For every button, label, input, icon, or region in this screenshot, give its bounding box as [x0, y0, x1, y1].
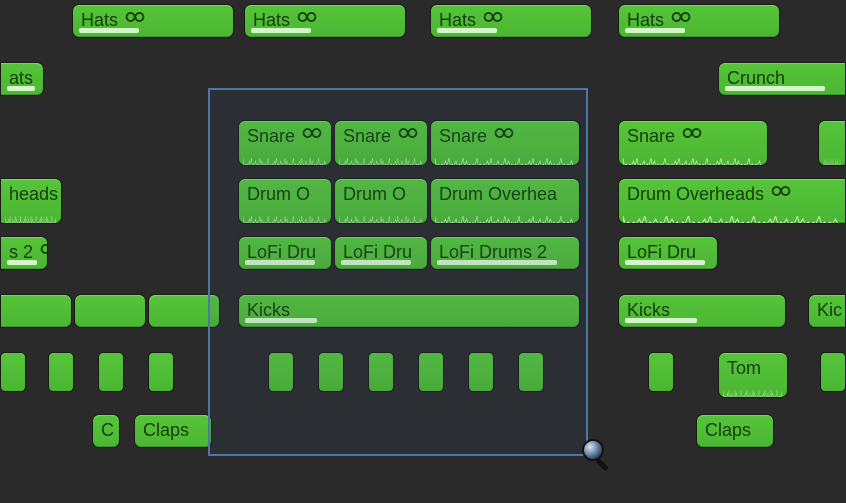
- clip-label: Snare: [627, 126, 675, 147]
- mini-clip[interactable]: [518, 352, 544, 392]
- clip-drum-a[interactable]: Drum O: [238, 178, 332, 224]
- clip-progress: [245, 318, 317, 323]
- waveform: [435, 152, 575, 162]
- clip-tom[interactable]: Tom: [718, 352, 788, 398]
- mini-clip[interactable]: [368, 352, 394, 392]
- loop-icon: [39, 242, 48, 256]
- mini-clip[interactable]: [318, 352, 344, 392]
- clip-s2-left[interactable]: s 2: [0, 236, 48, 270]
- loop-icon: [770, 184, 792, 198]
- waveform: [243, 152, 327, 162]
- clip-progress: [625, 318, 697, 323]
- clip-snare-c[interactable]: Snare: [430, 120, 580, 166]
- mini-clip[interactable]: [468, 352, 494, 392]
- clip-label: heads: [9, 184, 58, 205]
- clip-c-l1[interactable]: C: [92, 414, 120, 448]
- clip-kick-edge[interactable]: Kic: [808, 294, 846, 328]
- clip-hats-4[interactable]: Hats: [618, 4, 780, 38]
- mini-clip[interactable]: [0, 352, 26, 392]
- loop-icon: [681, 126, 703, 140]
- clip-label: Claps: [705, 420, 751, 441]
- clip-progress: [341, 260, 411, 265]
- clip-progress: [625, 28, 685, 33]
- clip-kicks-r[interactable]: Kicks: [618, 294, 786, 328]
- loop-icon: [124, 10, 146, 24]
- clip-crunch[interactable]: Crunch: [718, 62, 846, 96]
- clip-hats-3[interactable]: Hats: [430, 4, 592, 38]
- clip-lofi-c[interactable]: LoFi Drums 2: [430, 236, 580, 270]
- clip-progress: [725, 86, 825, 91]
- loop-icon: [296, 10, 318, 24]
- loop-icon: [493, 126, 515, 140]
- clip-progress: [79, 28, 139, 33]
- mini-clip[interactable]: [48, 352, 74, 392]
- clip-snare-r[interactable]: Snare: [618, 120, 768, 166]
- clip-progress: [437, 28, 497, 33]
- waveform: [723, 384, 783, 394]
- waveform: [339, 152, 423, 162]
- clip-lofi-r[interactable]: LoFi Dru: [618, 236, 718, 270]
- mini-clip[interactable]: [418, 352, 444, 392]
- mini-clip[interactable]: [820, 352, 846, 392]
- loop-icon: [670, 10, 692, 24]
- clip-label: Snare: [343, 126, 391, 147]
- loop-icon: [301, 126, 323, 140]
- clip-label: Tom: [727, 358, 761, 379]
- clip-ats-left[interactable]: ats: [0, 62, 44, 96]
- clip-label: Snare: [439, 126, 487, 147]
- clip-label: Drum Overhea: [439, 184, 557, 205]
- loop-icon: [482, 10, 504, 24]
- clip-row-left3[interactable]: [148, 294, 220, 328]
- clip-snare-edge[interactable]: [818, 120, 846, 166]
- clip-drum-b[interactable]: Drum O: [334, 178, 428, 224]
- clip-label: Snare: [247, 126, 295, 147]
- clip-kicks-c[interactable]: Kicks: [238, 294, 580, 328]
- clip-snare-a[interactable]: Snare: [238, 120, 332, 166]
- timeline-stage[interactable]: HatsHatsHatsHatsatsCrunchSnareSnareSnare…: [0, 0, 846, 503]
- clip-drum-c[interactable]: Drum Overhea: [430, 178, 580, 224]
- clip-claps-r[interactable]: Claps: [696, 414, 774, 448]
- clip-heads-left[interactable]: heads: [0, 178, 62, 224]
- clip-label: Drum O: [343, 184, 406, 205]
- clip-claps-l[interactable]: Claps: [134, 414, 212, 448]
- waveform: [623, 210, 841, 220]
- clip-hats-2[interactable]: Hats: [244, 4, 406, 38]
- clip-progress: [7, 260, 37, 265]
- clip-progress: [625, 260, 705, 265]
- waveform: [823, 152, 841, 162]
- waveform: [243, 210, 327, 220]
- waveform: [339, 210, 423, 220]
- waveform: [5, 210, 57, 220]
- mini-clip[interactable]: [268, 352, 294, 392]
- waveform: [623, 152, 763, 162]
- mini-clip[interactable]: [148, 352, 174, 392]
- clip-progress: [437, 260, 557, 265]
- clip-lofi-a[interactable]: LoFi Dru: [238, 236, 332, 270]
- clip-label: Drum Overheads: [627, 184, 764, 205]
- clip-label: Drum O: [247, 184, 310, 205]
- loop-icon: [397, 126, 419, 140]
- clip-label: Claps: [143, 420, 189, 441]
- zoom-cursor-icon: [581, 438, 615, 477]
- mini-clip[interactable]: [98, 352, 124, 392]
- clip-hats-1[interactable]: Hats: [72, 4, 234, 38]
- clip-lofi-b[interactable]: LoFi Dru: [334, 236, 428, 270]
- clip-label: Kic: [817, 300, 842, 321]
- clip-progress: [251, 28, 311, 33]
- clip-progress: [245, 260, 315, 265]
- clip-row-left2[interactable]: [74, 294, 146, 328]
- clip-drum-r[interactable]: Drum Overheads: [618, 178, 846, 224]
- waveform: [435, 210, 575, 220]
- clip-label: C: [101, 420, 114, 441]
- mini-clip[interactable]: [648, 352, 674, 392]
- clip-snare-b[interactable]: Snare: [334, 120, 428, 166]
- clip-row-left1[interactable]: [0, 294, 72, 328]
- clip-progress: [7, 86, 35, 91]
